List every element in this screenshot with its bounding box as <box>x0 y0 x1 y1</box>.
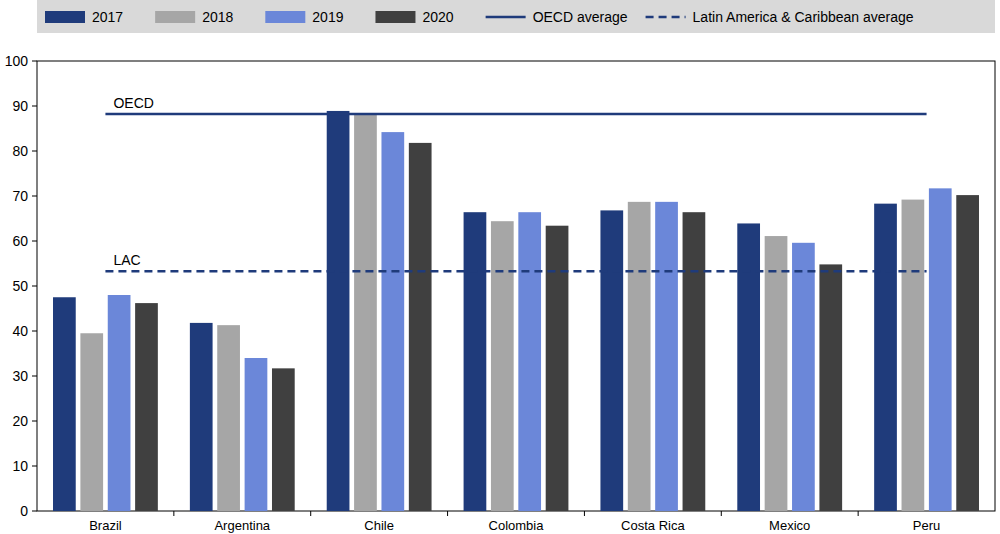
bar <box>53 297 76 511</box>
x-tick <box>173 511 174 516</box>
y-tick-label: 50 <box>12 278 28 294</box>
y-tick <box>32 151 37 152</box>
x-tick-label: Argentina <box>214 518 270 533</box>
chart: 2017 2018 2019 2020 OECD average Latin Americ… <box>0 0 1000 534</box>
legend-swatch <box>45 11 85 23</box>
bar <box>737 223 760 511</box>
bar <box>108 295 131 511</box>
legend-swatch <box>265 11 305 23</box>
legend-label: OECD average <box>533 9 628 25</box>
y-tick <box>32 286 37 287</box>
legend-swatch <box>375 11 415 23</box>
reference-line <box>105 113 926 116</box>
x-tick-label: Colombia <box>489 518 545 533</box>
x-tick <box>310 511 311 516</box>
bar <box>874 204 897 511</box>
bar <box>518 212 541 511</box>
bar <box>491 221 514 511</box>
y-tick <box>32 376 37 377</box>
legend-label: 2018 <box>202 9 233 25</box>
bar <box>245 358 268 511</box>
legend-swatch <box>155 11 195 23</box>
y-tick <box>32 421 37 422</box>
legend-swatch <box>486 16 526 19</box>
y-tick-label: 10 <box>12 458 28 474</box>
y-tick <box>32 466 37 467</box>
y-tick <box>32 196 37 197</box>
line-label: LAC <box>113 252 140 268</box>
x-tick-label: Mexico <box>769 518 810 533</box>
bar <box>327 111 350 511</box>
y-tick-label: 0 <box>20 503 28 519</box>
y-tick <box>32 106 37 107</box>
bar <box>683 212 706 511</box>
bar <box>381 132 404 511</box>
x-tick-label: Brazil <box>89 518 122 533</box>
plot-frame <box>37 61 995 511</box>
y-tick-label: 30 <box>12 368 28 384</box>
legend-background <box>37 0 995 33</box>
lines <box>105 114 926 271</box>
bar <box>354 114 377 511</box>
line-label: OECD <box>113 95 153 111</box>
y-tick-label: 80 <box>12 143 28 159</box>
legend-label: Latin America & Caribbean average <box>693 9 914 25</box>
bar <box>464 212 487 511</box>
y-tick-label: 90 <box>12 98 28 114</box>
legend-item: OECD average <box>486 9 628 25</box>
bar <box>217 325 240 511</box>
bar <box>819 264 842 511</box>
legend-item: Latin America & Caribbean average <box>646 9 914 25</box>
bar <box>655 202 678 511</box>
bar <box>902 200 925 511</box>
bar <box>600 210 623 511</box>
x-tick <box>721 511 722 516</box>
legend-item: 2020 <box>375 9 453 25</box>
legend-item: 2018 <box>155 9 233 25</box>
y-tick <box>32 511 37 512</box>
y-tick-label: 100 <box>5 53 29 69</box>
legend-item: 2019 <box>265 9 343 25</box>
x-tick <box>858 511 859 516</box>
x-tick-label: Costa Rica <box>621 518 685 533</box>
y-tick-label: 40 <box>12 323 28 339</box>
y-tick-label: 70 <box>12 188 28 204</box>
legend-label: 2017 <box>92 9 123 25</box>
bar <box>409 143 432 511</box>
bar <box>80 333 103 511</box>
legend-label: 2019 <box>312 9 343 25</box>
bar <box>135 303 158 511</box>
y-tick-label: 60 <box>12 233 28 249</box>
x-tick <box>584 511 585 516</box>
legend-item: 2017 <box>45 9 123 25</box>
y-tick <box>32 241 37 242</box>
bar <box>765 236 788 511</box>
bar <box>272 368 295 511</box>
bar <box>628 202 651 511</box>
y-tick <box>32 331 37 332</box>
y-tick-label: 20 <box>12 413 28 429</box>
bars <box>53 111 979 511</box>
reference-line <box>105 270 926 273</box>
x-tick-label: Peru <box>913 518 940 533</box>
bar <box>546 226 569 511</box>
legend-swatch <box>646 16 686 19</box>
x-tick <box>447 511 448 516</box>
bar <box>956 195 979 511</box>
bar <box>190 323 213 511</box>
x-tick-label: Chile <box>364 518 394 533</box>
legend-label: 2020 <box>422 9 453 25</box>
y-tick <box>32 61 37 62</box>
bar <box>792 243 815 511</box>
bar <box>929 188 952 511</box>
